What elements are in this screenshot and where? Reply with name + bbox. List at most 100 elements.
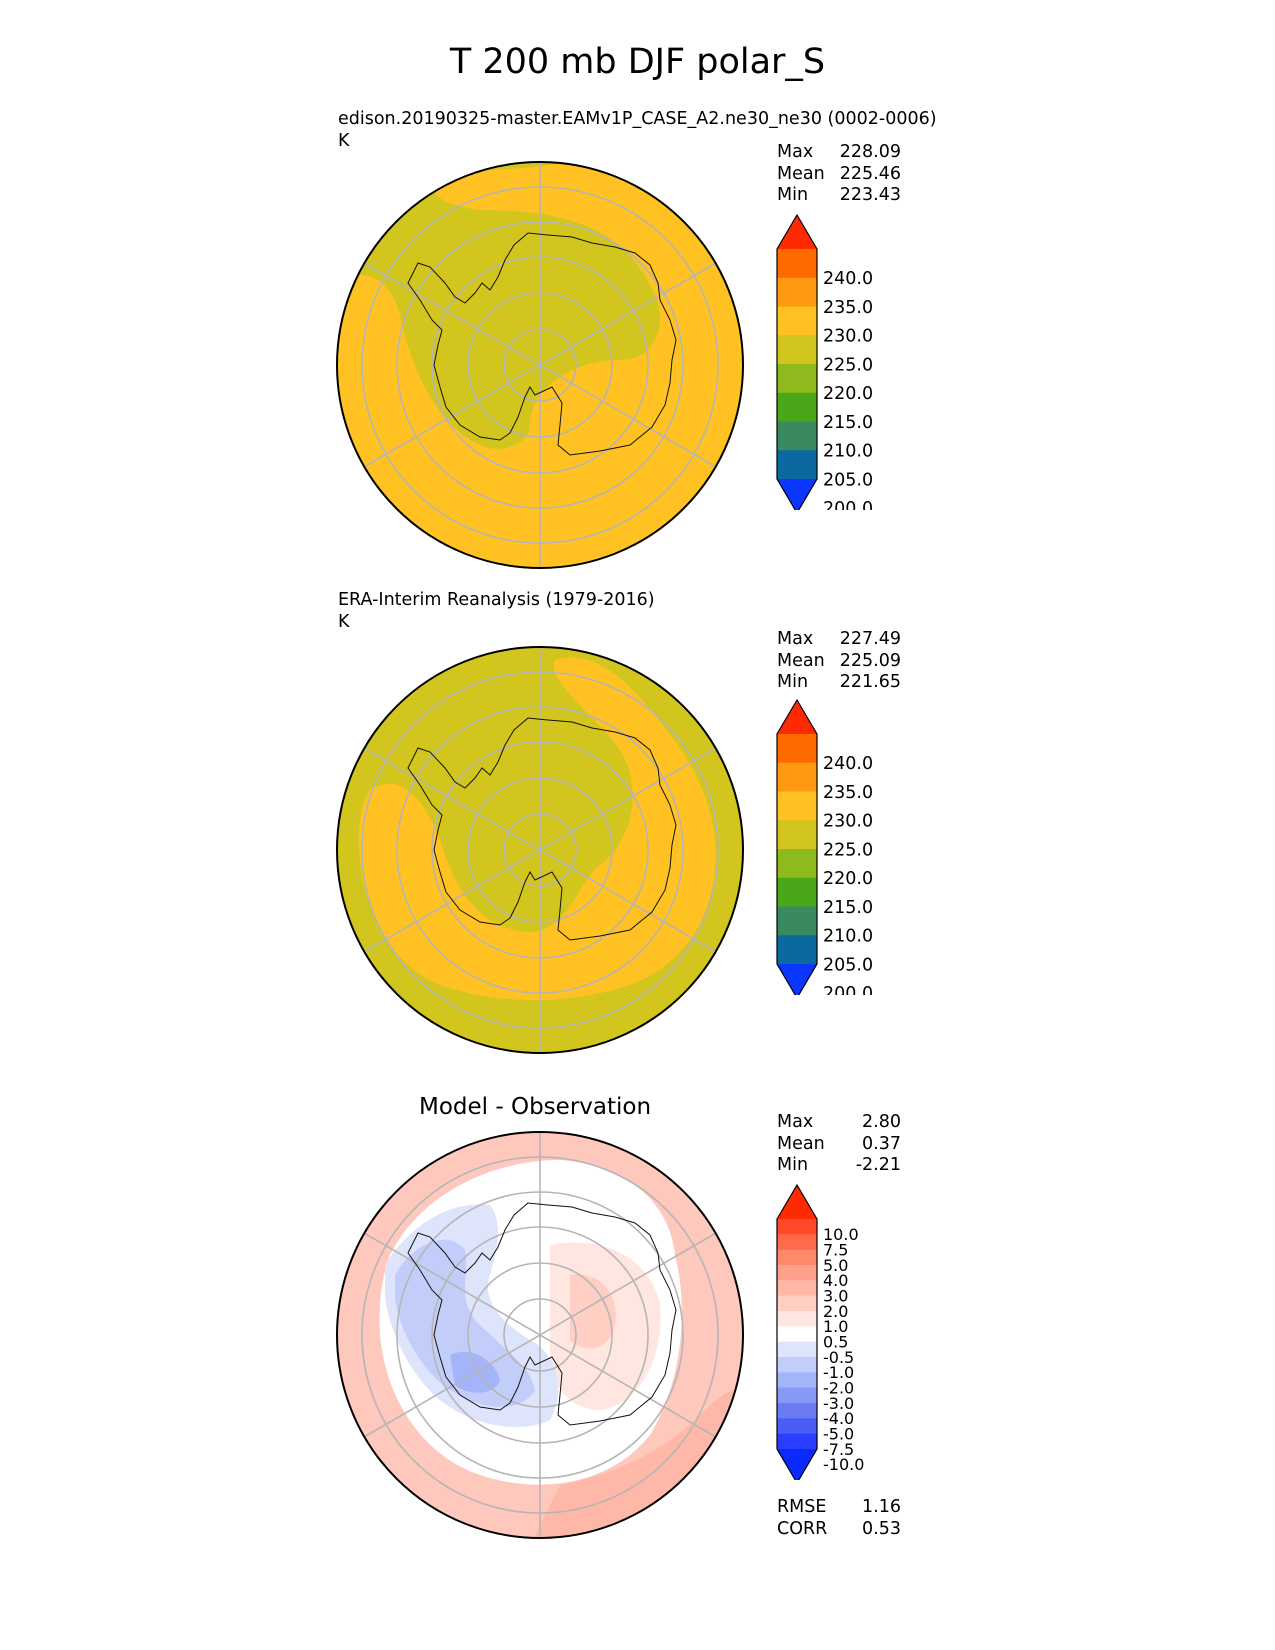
colorbar-bin <box>777 364 817 394</box>
field-cool-region <box>337 162 660 449</box>
coastline-antarctica <box>407 1202 677 1426</box>
colorbar-tick-label: 240.0 <box>823 269 873 289</box>
colorbar-tick-label: -5.0 <box>823 1424 854 1443</box>
coastline-antarctica <box>407 232 677 456</box>
colorbar-tick-label: -4.0 <box>823 1409 854 1428</box>
stat-max-label: Max <box>777 629 814 649</box>
colorbar-tick-label: 1.0 <box>823 1317 848 1336</box>
colorbar-outline <box>776 698 818 995</box>
coastline-antarctica <box>407 717 677 941</box>
map-boundary <box>336 161 744 569</box>
panel-title-difference: Model - Observation <box>419 1094 652 1120</box>
colorbar-bin <box>777 762 817 792</box>
polar-map-test <box>336 161 744 569</box>
stat-max-value: 228.09 <box>839 142 901 162</box>
colorbar-tick-label: 4.0 <box>823 1271 848 1290</box>
colorbar-tick-label: 3.0 <box>823 1286 848 1305</box>
colorbar-bin <box>777 1372 817 1389</box>
colorbar-bin <box>777 1311 817 1327</box>
colorbar-tick-label: 235.0 <box>823 298 873 318</box>
stat-min-label: Min <box>777 185 809 205</box>
colorbar-bin <box>777 479 817 510</box>
stats-box-test: Max 228.09 Mean 225.46 Min 223.43 <box>777 142 901 207</box>
stat-mean-label: Mean <box>777 1133 825 1154</box>
colorbar-bin <box>777 1280 817 1297</box>
colorbar-tick-label: 205.0 <box>823 955 873 975</box>
colorbar-tick-label: 0.5 <box>823 1332 848 1351</box>
stat-min-value: 221.65 <box>839 672 901 692</box>
stat-max-label: Max <box>777 142 814 162</box>
colorbar-tick-labels: 10.07.55.04.03.02.01.00.5-0.5-1.0-2.0-3.… <box>823 1225 864 1474</box>
units-label-test: K <box>338 131 350 151</box>
colorbar-bin <box>777 306 817 336</box>
stat-mean-value: 225.46 <box>839 163 901 184</box>
colorbar-tick-label: -7.5 <box>823 1440 854 1459</box>
colorbar-tick-label: -0.5 <box>823 1348 854 1367</box>
colorbar-tick-label: 225.0 <box>823 355 873 375</box>
colorbar-tick-label: 7.5 <box>823 1240 848 1259</box>
colorbar-bin <box>777 1341 817 1358</box>
colorbar-tick-label: -10.0 <box>823 1455 864 1474</box>
colorbar-tick-label: 230.0 <box>823 812 873 832</box>
colorbar-tick-label: 225.0 <box>823 840 873 860</box>
colorbar-tick-labels: 240.0 235.0 230.0 225.0 220.0 215.0 210.0 205.0… <box>823 269 873 510</box>
colorbar-bin <box>777 1387 817 1404</box>
colorbar-bin <box>777 249 817 279</box>
colorbar-bin <box>777 421 817 451</box>
stat-mean-value: 0.37 <box>862 1133 901 1154</box>
colorbar-bin <box>777 1357 817 1373</box>
colorbar-tick-labels: 240.0 235.0 230.0 225.0 220.0 215.0 210.0 205.0… <box>823 754 873 995</box>
stat-mean-label: Mean <box>777 650 825 671</box>
colorbar-tick-label: -1.0 <box>823 1363 854 1382</box>
panel-title-test: edison.20190325-master.EAMv1P_CASE_A2.ne… <box>338 109 937 129</box>
colorbar-tick-label: 220.0 <box>823 869 873 889</box>
stat-min-label: Min <box>777 672 809 692</box>
colorbar-tick-label: -3.0 <box>823 1394 854 1413</box>
colorbar-bin <box>777 1249 817 1266</box>
colorbar-bin <box>777 1185 817 1219</box>
polar-map-difference <box>336 1131 744 1539</box>
graticule <box>361 1132 719 1538</box>
colorbar-bin <box>777 820 817 850</box>
colorbar-bin <box>777 1219 817 1235</box>
colorbar-difference: 10.07.55.04.03.02.01.00.5-0.5-1.0-2.0-3.… <box>776 1183 864 1480</box>
stat-mean-value: 225.09 <box>839 650 901 671</box>
graticule <box>361 647 719 1053</box>
graticule <box>361 162 719 568</box>
colorbar-swatches <box>776 698 818 995</box>
colorbar-bin <box>777 700 817 734</box>
colorbar-tick-label: 200.0 <box>823 984 873 995</box>
metrics-box-difference: RMSE 1.16 CORR 0.53 <box>777 1497 901 1540</box>
colorbar-bin <box>777 1433 817 1450</box>
colorbar-bin <box>777 1265 817 1281</box>
stats-box-difference: Max 2.80 Mean 0.37 Min -2.21 <box>777 1112 901 1177</box>
colorbar-tick-label: 235.0 <box>823 783 873 803</box>
colorbar-temperature-test: 240.0 235.0 230.0 225.0 220.0 215.0 210.0 205.0… <box>776 213 873 510</box>
metric-rmse-label: RMSE <box>777 1497 827 1517</box>
colorbar-bin <box>777 734 817 764</box>
colorbar-bin <box>777 935 817 965</box>
stat-max-label: Max <box>777 1112 814 1132</box>
metric-rmse-value: 1.16 <box>862 1497 901 1517</box>
colorbar-tick-label: 205.0 <box>823 470 873 490</box>
colorbar-tick-label: 240.0 <box>823 754 873 774</box>
metric-corr-value: 0.53 <box>862 1518 901 1539</box>
colorbar-swatches <box>776 213 818 510</box>
colorbar-bin <box>777 849 817 879</box>
metric-corr-label: CORR <box>777 1518 828 1539</box>
field-warm-anomaly-core <box>570 1274 616 1349</box>
stat-min-value: 223.43 <box>839 185 901 205</box>
colorbar-temperature-reference: 240.0 235.0 230.0 225.0 220.0 215.0 210.0 205.0… <box>776 698 873 995</box>
colorbar-bin <box>777 877 817 907</box>
colorbar-bin <box>777 1418 817 1435</box>
colorbar-bin <box>777 335 817 365</box>
colorbar-tick-label: 2.0 <box>823 1302 848 1321</box>
stat-min-value: -2.21 <box>855 1155 901 1175</box>
map-boundary <box>336 1131 744 1539</box>
colorbar-bin <box>777 450 817 480</box>
field-cool-anomaly-core <box>395 1239 535 1407</box>
colorbar-tick-label: 5.0 <box>823 1256 848 1275</box>
colorbar-tick-label: 10.0 <box>823 1225 859 1244</box>
colorbar-swatches <box>776 1183 818 1480</box>
colorbar-bin <box>777 277 817 307</box>
